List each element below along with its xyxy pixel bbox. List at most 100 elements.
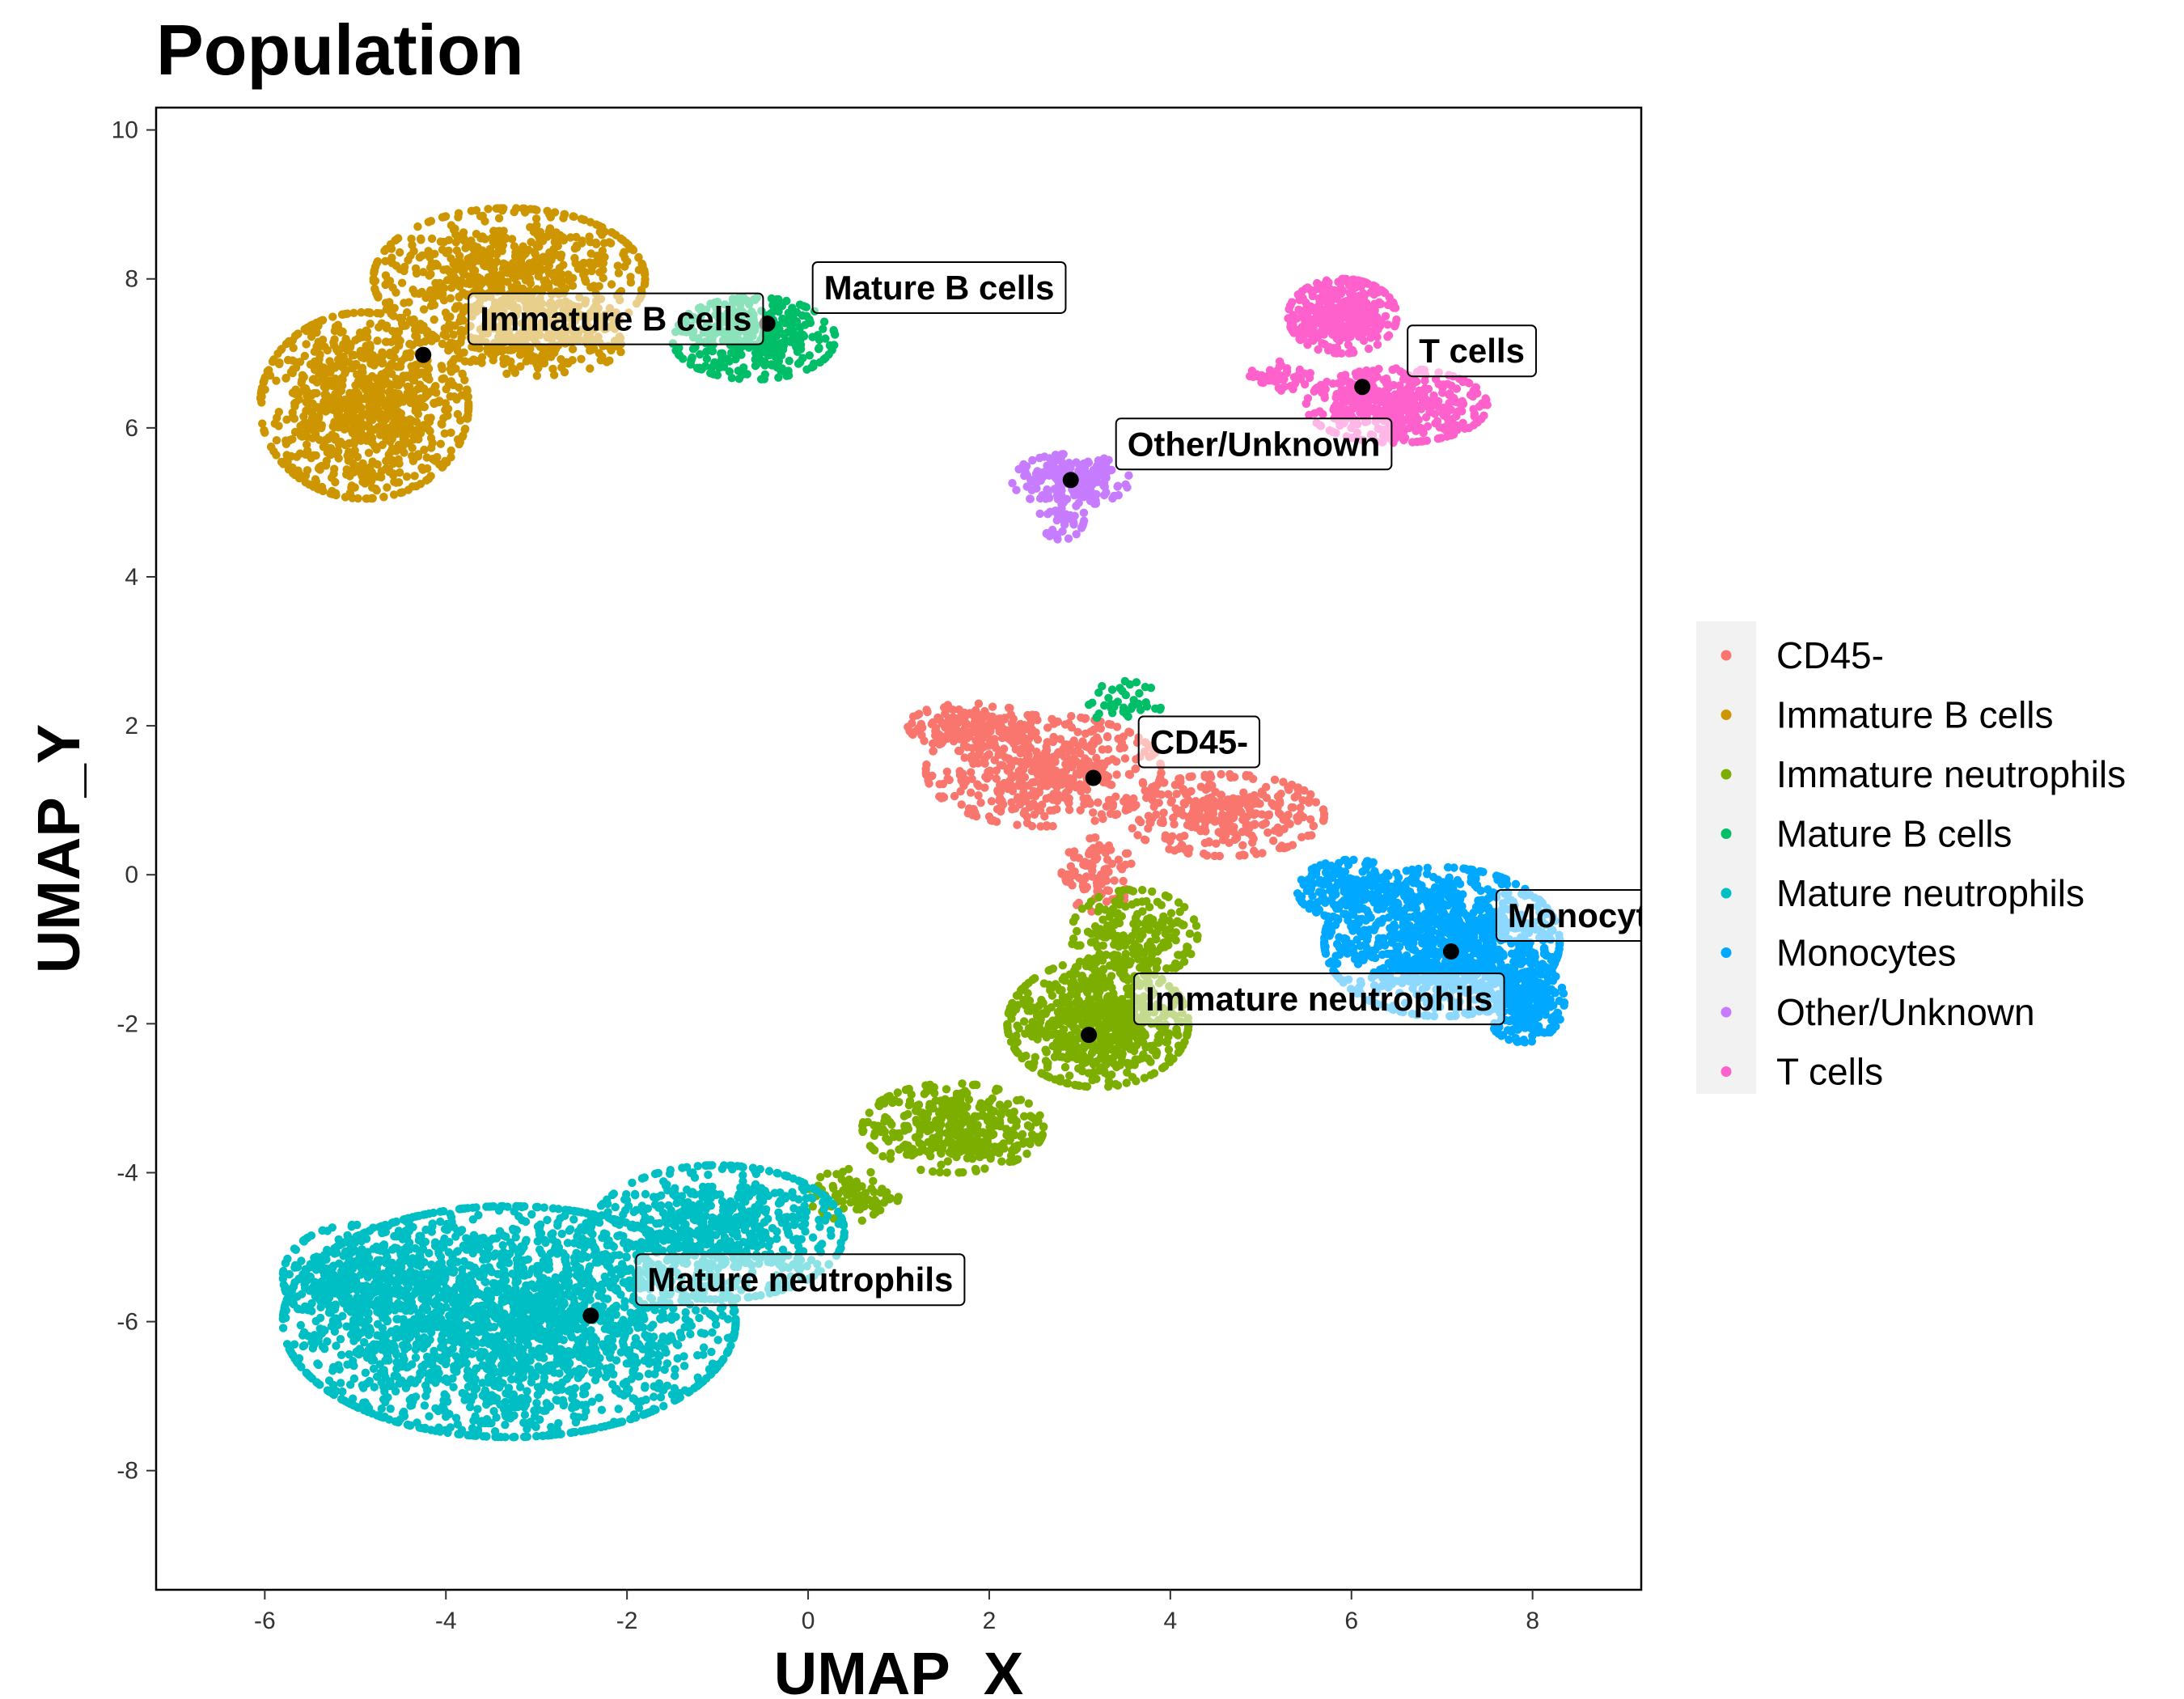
data-point — [376, 415, 386, 424]
data-point — [1121, 849, 1131, 858]
data-point — [1022, 1149, 1031, 1159]
data-point — [1110, 951, 1119, 960]
data-point — [1287, 803, 1296, 812]
data-point — [1048, 737, 1058, 747]
data-point — [409, 315, 418, 324]
data-point — [1042, 822, 1052, 831]
data-point — [1102, 897, 1111, 906]
data-point — [399, 434, 408, 443]
data-point — [1117, 865, 1127, 874]
data-point — [1091, 855, 1101, 864]
data-point — [474, 256, 484, 265]
data-point — [1019, 809, 1029, 818]
data-point — [932, 1142, 941, 1152]
data-point — [1258, 820, 1268, 829]
data-point — [1042, 742, 1051, 752]
data-point — [785, 356, 794, 366]
data-point — [1052, 766, 1060, 775]
data-point — [1306, 815, 1315, 824]
data-point — [702, 354, 712, 363]
data-point — [341, 309, 350, 319]
data-point — [300, 351, 309, 361]
data-point — [577, 354, 586, 363]
data-point — [1146, 818, 1155, 828]
data-point — [1103, 732, 1112, 741]
data-point — [1064, 805, 1074, 815]
data-point — [494, 214, 504, 222]
data-point — [1258, 849, 1267, 858]
data-point — [794, 332, 804, 341]
data-point — [444, 341, 453, 350]
data-point — [1119, 703, 1128, 712]
data-point — [446, 294, 455, 303]
data-point — [1031, 1053, 1040, 1061]
data-point — [844, 1164, 853, 1174]
data-point — [1073, 926, 1081, 936]
data-point — [358, 459, 367, 468]
data-point — [301, 477, 310, 487]
data-point — [544, 252, 552, 261]
data-point — [307, 332, 316, 341]
data-point — [1112, 722, 1122, 731]
data-point — [738, 371, 747, 379]
data-point — [1012, 1032, 1021, 1040]
data-point — [302, 340, 311, 349]
data-point — [1026, 1112, 1035, 1121]
data-point — [1115, 744, 1125, 752]
data-point — [823, 1169, 832, 1178]
data-point — [796, 341, 806, 350]
data-point — [396, 248, 404, 257]
data-point — [397, 278, 407, 287]
data-point — [461, 262, 470, 272]
data-point — [1111, 792, 1120, 801]
data-point — [1030, 810, 1039, 819]
data-point — [956, 714, 966, 722]
data-point — [935, 1167, 945, 1177]
data-point — [1148, 795, 1158, 805]
data-point — [937, 1160, 946, 1169]
data-point — [1165, 1029, 1174, 1038]
data-point — [1109, 989, 1118, 998]
data-point — [544, 279, 553, 288]
data-point — [990, 1142, 1000, 1151]
data-point — [1031, 802, 1041, 811]
data-point — [1053, 1007, 1063, 1017]
data-point — [1026, 790, 1035, 800]
data-point — [557, 276, 567, 286]
data-point — [972, 1112, 982, 1121]
data-point — [1204, 774, 1213, 783]
data-point — [510, 252, 520, 261]
data-point — [1180, 799, 1190, 809]
data-point — [413, 222, 422, 231]
data-point — [447, 446, 455, 455]
data-point — [951, 1145, 961, 1154]
data-point — [277, 457, 286, 467]
data-point — [976, 727, 985, 736]
data-point — [314, 413, 324, 423]
data-point — [439, 284, 449, 293]
data-point — [1157, 790, 1166, 799]
data-point — [1096, 724, 1106, 733]
data-point — [452, 246, 461, 255]
data-point — [944, 1138, 954, 1147]
data-point — [1147, 943, 1157, 952]
data-point — [412, 481, 421, 491]
data-point — [336, 437, 345, 447]
data-point — [1122, 1078, 1131, 1087]
data-point — [1105, 701, 1115, 710]
data-point — [446, 312, 455, 321]
data-point — [1239, 788, 1248, 797]
data-point — [369, 277, 378, 286]
data-point — [430, 399, 438, 409]
data-point — [294, 473, 304, 483]
data-point — [442, 384, 451, 394]
data-point — [1092, 753, 1101, 763]
data-point — [491, 240, 500, 249]
data-point — [1121, 806, 1130, 815]
data-point — [477, 279, 486, 288]
data-point — [447, 254, 455, 263]
data-point — [942, 731, 950, 741]
data-point — [777, 301, 787, 311]
data-point — [915, 1147, 925, 1156]
data-point — [1168, 832, 1177, 841]
